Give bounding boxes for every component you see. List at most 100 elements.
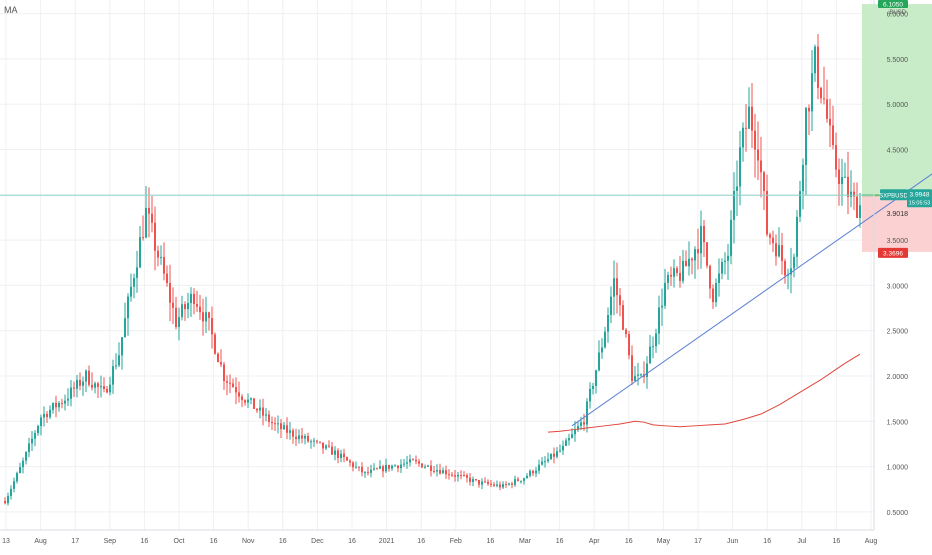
- x-tick-label: 13: [2, 538, 10, 545]
- candle-body: [451, 474, 453, 476]
- candle-body: [472, 479, 474, 482]
- target-price-label: 6.1050: [883, 2, 903, 9]
- y-tick-label: 0.5000: [887, 510, 909, 517]
- candle-body: [544, 461, 546, 463]
- axes: 0.5000 1.0000 1.5000 2.0000 2.5000 3.0000 3.50…: [0, 0, 908, 545]
- candle-body: [256, 408, 258, 411]
- stop-price-label-bg: [878, 247, 908, 258]
- candle-body: [619, 295, 621, 306]
- candle-body: [712, 288, 714, 303]
- candle-body: [154, 222, 156, 251]
- candle-body: [358, 466, 360, 468]
- candle-body: [310, 441, 312, 443]
- candle-body: [124, 318, 126, 338]
- candle-body: [142, 237, 144, 239]
- symbol-tag-bg: [880, 189, 907, 201]
- x-tick-label: 17: [694, 538, 702, 545]
- candle-body: [709, 265, 711, 289]
- candle-body: [250, 398, 252, 400]
- candle-body: [595, 370, 597, 386]
- candle-body: [538, 464, 540, 471]
- candle-body: [718, 273, 720, 284]
- x-tick-label: Oct: [174, 538, 185, 545]
- candle-body: [313, 440, 315, 442]
- candle-body: [118, 355, 120, 366]
- candle-body: [331, 446, 333, 455]
- candle-body: [268, 414, 270, 422]
- x-tick-label: 16: [556, 538, 564, 545]
- candle-body: [181, 304, 183, 318]
- candle-body: [73, 387, 75, 389]
- y-tick-label: 4.5000: [887, 147, 909, 154]
- candle-body: [343, 453, 345, 458]
- candle-body: [64, 400, 66, 404]
- stop-price-label: 3.3696: [883, 250, 903, 257]
- y-tick-label: 1.0000: [887, 465, 909, 472]
- candle-body: [439, 469, 441, 474]
- x-tick-label: Jul: [797, 538, 806, 545]
- candle-body: [580, 422, 582, 426]
- candle-body: [478, 480, 480, 485]
- candle-body: [694, 249, 696, 261]
- candle-body: [13, 481, 15, 489]
- candle-body: [838, 169, 840, 185]
- candle-body: [739, 147, 741, 187]
- candle-body: [169, 282, 171, 303]
- candle-body: [127, 296, 129, 319]
- candle-body: [610, 296, 612, 316]
- y-tick-label: 5.0000: [887, 102, 909, 109]
- candle-body: [304, 436, 306, 439]
- x-tick-label: 16: [417, 538, 425, 545]
- candle-body: [97, 383, 99, 387]
- candle-body: [559, 450, 561, 452]
- x-tick-label: 16: [348, 538, 356, 545]
- candle-body: [448, 474, 450, 476]
- candle-body: [571, 434, 573, 439]
- candle-body: [802, 164, 804, 192]
- candle-body: [100, 386, 102, 388]
- candle-body: [211, 317, 213, 335]
- candle-body: [826, 99, 828, 119]
- candle-body: [148, 207, 150, 214]
- y-tick-label: 6.0000: [887, 12, 909, 19]
- candle-body: [199, 306, 201, 313]
- candle-body: [763, 172, 765, 191]
- candle-body: [550, 453, 552, 460]
- candle-body: [760, 160, 762, 173]
- candle-body: [22, 460, 24, 468]
- candle-body: [190, 293, 192, 304]
- candle-body: [280, 423, 282, 430]
- candle-body: [460, 474, 462, 476]
- candle-body: [790, 268, 792, 275]
- candle-body: [511, 483, 513, 485]
- x-tick-label: 16: [763, 538, 771, 545]
- candle-body: [244, 400, 246, 403]
- x-tick-label: Sep: [104, 538, 117, 545]
- candle-body: [853, 191, 855, 197]
- x-tick-label: Apr: [589, 538, 601, 545]
- candle-body: [748, 106, 750, 129]
- candle-body: [745, 127, 747, 129]
- candle-body: [583, 422, 585, 425]
- x-tick-label: 16: [487, 538, 495, 545]
- candle-body: [556, 451, 558, 457]
- candle-body: [319, 441, 321, 443]
- candle-body: [376, 468, 378, 470]
- x-tick-label: Jun: [727, 538, 738, 545]
- candle-body: [238, 392, 240, 397]
- candle-body: [541, 461, 543, 465]
- x-tick-label: 16: [279, 538, 287, 545]
- candle-body: [514, 479, 516, 485]
- candle-body: [145, 207, 147, 238]
- candle-body: [265, 414, 267, 416]
- candle-body: [394, 465, 396, 467]
- candle-body: [697, 249, 699, 254]
- candle-body: [247, 399, 249, 403]
- candle-body: [505, 484, 507, 486]
- moving-average-line: [547, 353, 861, 433]
- candle-body: [316, 440, 318, 442]
- candle-body: [10, 488, 12, 496]
- candle-body: [700, 225, 702, 254]
